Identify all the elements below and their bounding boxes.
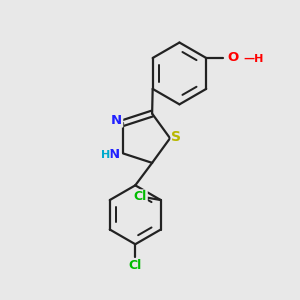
Text: N: N	[109, 148, 120, 161]
Text: H: H	[101, 150, 110, 160]
Text: Cl: Cl	[134, 190, 147, 203]
Text: O: O	[227, 51, 238, 64]
Text: Cl: Cl	[129, 259, 142, 272]
Text: S: S	[172, 130, 182, 144]
Text: —H: —H	[244, 54, 264, 64]
Text: N: N	[111, 113, 122, 127]
